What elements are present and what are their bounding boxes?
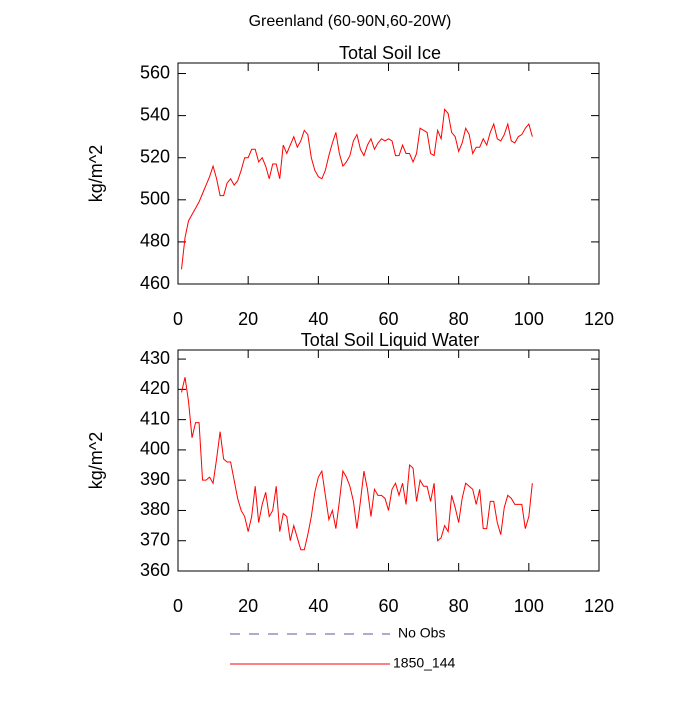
x-tick-label: 0 — [173, 309, 183, 329]
y-tick-label: 380 — [140, 499, 170, 519]
data-line — [181, 108, 533, 270]
x-tick-label: 80 — [449, 309, 469, 329]
y-tick-label: 370 — [140, 529, 170, 549]
y-axis-label: kg/m^2 — [86, 145, 106, 202]
x-tick-label: 120 — [584, 309, 614, 329]
plot-frame — [177, 349, 600, 572]
y-tick-label: 560 — [140, 62, 170, 82]
x-tick-label: 40 — [308, 596, 328, 616]
chart-title: Total Soil Ice — [339, 43, 441, 63]
y-axis-label: kg/m^2 — [86, 432, 106, 489]
data-line — [181, 377, 533, 551]
chart-title: Total Soil Liquid Water — [301, 330, 479, 350]
y-tick-label: 400 — [140, 439, 170, 459]
y-tick-label: 390 — [140, 469, 170, 489]
y-tick-label: 460 — [140, 273, 170, 293]
y-tick-label: 500 — [140, 189, 170, 209]
figure-title: Greenland (60-90N,60-20W) — [249, 13, 452, 30]
x-tick-label: 20 — [238, 596, 258, 616]
x-tick-label: 60 — [378, 309, 398, 329]
x-tick-label: 40 — [308, 309, 328, 329]
y-tick-label: 410 — [140, 408, 170, 428]
x-tick-label: 20 — [238, 309, 258, 329]
y-tick-label: 360 — [140, 560, 170, 580]
x-tick-label: 0 — [173, 596, 183, 616]
y-tick-label: 420 — [140, 378, 170, 398]
x-tick-label: 60 — [378, 596, 398, 616]
x-tick-label: 80 — [449, 596, 469, 616]
plot-frame — [177, 62, 600, 285]
x-tick-label: 100 — [514, 596, 544, 616]
x-tick-label: 100 — [514, 309, 544, 329]
legend-label: No Obs — [398, 625, 445, 641]
y-tick-label: 520 — [140, 146, 170, 166]
x-tick-label: 120 — [584, 596, 614, 616]
legend-label: 1850_144 — [393, 655, 456, 671]
y-tick-label: 430 — [140, 348, 170, 368]
y-tick-label: 480 — [140, 231, 170, 251]
y-tick-label: 540 — [140, 104, 170, 124]
